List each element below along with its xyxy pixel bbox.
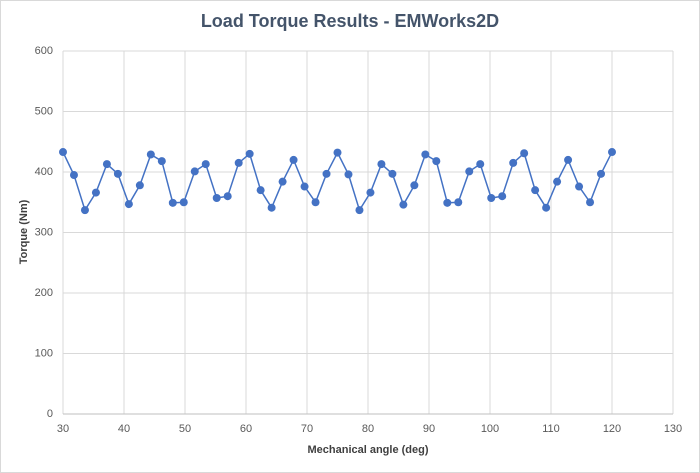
- marker: [586, 198, 595, 207]
- marker: [531, 186, 540, 195]
- marker: [608, 148, 616, 157]
- marker: [69, 171, 78, 180]
- x-tick-label: 120: [603, 423, 621, 435]
- y-tick-label: 0: [47, 408, 53, 420]
- marker: [300, 182, 309, 191]
- marker: [80, 206, 89, 215]
- marker: [245, 149, 254, 158]
- marker: [575, 182, 584, 191]
- marker: [59, 148, 67, 157]
- marker: [366, 188, 375, 197]
- x-tick-label: 90: [423, 423, 435, 435]
- marker: [487, 194, 496, 203]
- marker: [542, 203, 551, 212]
- marker: [278, 177, 287, 186]
- x-tick-label: 50: [179, 423, 191, 435]
- x-tick-label: 80: [362, 423, 374, 435]
- marker: [113, 169, 122, 178]
- marker: [421, 150, 430, 159]
- marker: [399, 200, 408, 209]
- marker: [597, 169, 606, 178]
- x-tick-label: 70: [301, 423, 313, 435]
- y-tick-label: 300: [35, 226, 53, 238]
- marker: [333, 148, 342, 157]
- marker: [410, 181, 419, 190]
- marker: [124, 200, 133, 209]
- marker: [465, 167, 474, 176]
- marker: [146, 150, 155, 159]
- marker: [289, 155, 298, 164]
- marker: [355, 206, 364, 215]
- marker: [91, 188, 100, 197]
- marker: [553, 177, 562, 186]
- y-tick-label: 100: [35, 347, 53, 359]
- marker: [509, 158, 518, 167]
- marker: [190, 167, 199, 176]
- x-axis-title: Mechanical angle (deg): [307, 444, 428, 456]
- marker: [454, 198, 463, 207]
- x-tick-label: 100: [481, 423, 499, 435]
- marker: [135, 181, 144, 190]
- y-axis-title: Torque (Nm): [18, 199, 30, 264]
- marker: [102, 160, 111, 169]
- y-tick-label: 200: [35, 287, 53, 299]
- marker: [157, 157, 166, 166]
- marker: [344, 170, 353, 179]
- marker: [223, 192, 232, 201]
- marker: [520, 149, 529, 158]
- marker: [432, 157, 441, 166]
- chart-title: Load Torque Results - EMWorks2D: [201, 11, 499, 31]
- x-tick-label: 30: [57, 423, 69, 435]
- y-tick-label: 600: [35, 45, 53, 57]
- marker: [322, 169, 331, 178]
- marker: [168, 198, 177, 207]
- x-tick-label: 40: [118, 423, 130, 435]
- marker: [201, 160, 210, 169]
- x-tick-label: 110: [542, 423, 560, 435]
- marker: [564, 155, 573, 164]
- marker: [256, 186, 265, 195]
- x-tick-label: 130: [664, 423, 682, 435]
- marker: [388, 169, 397, 178]
- marker: [311, 198, 320, 207]
- marker: [234, 158, 243, 167]
- y-tick-label: 500: [35, 105, 53, 117]
- marker: [267, 203, 276, 212]
- marker: [212, 194, 221, 203]
- y-tick-label: 400: [35, 166, 53, 178]
- marker: [476, 160, 485, 169]
- marker: [377, 160, 386, 169]
- x-tick-label: 60: [240, 423, 252, 435]
- marker: [498, 192, 507, 201]
- marker: [179, 198, 188, 207]
- marker: [443, 198, 452, 207]
